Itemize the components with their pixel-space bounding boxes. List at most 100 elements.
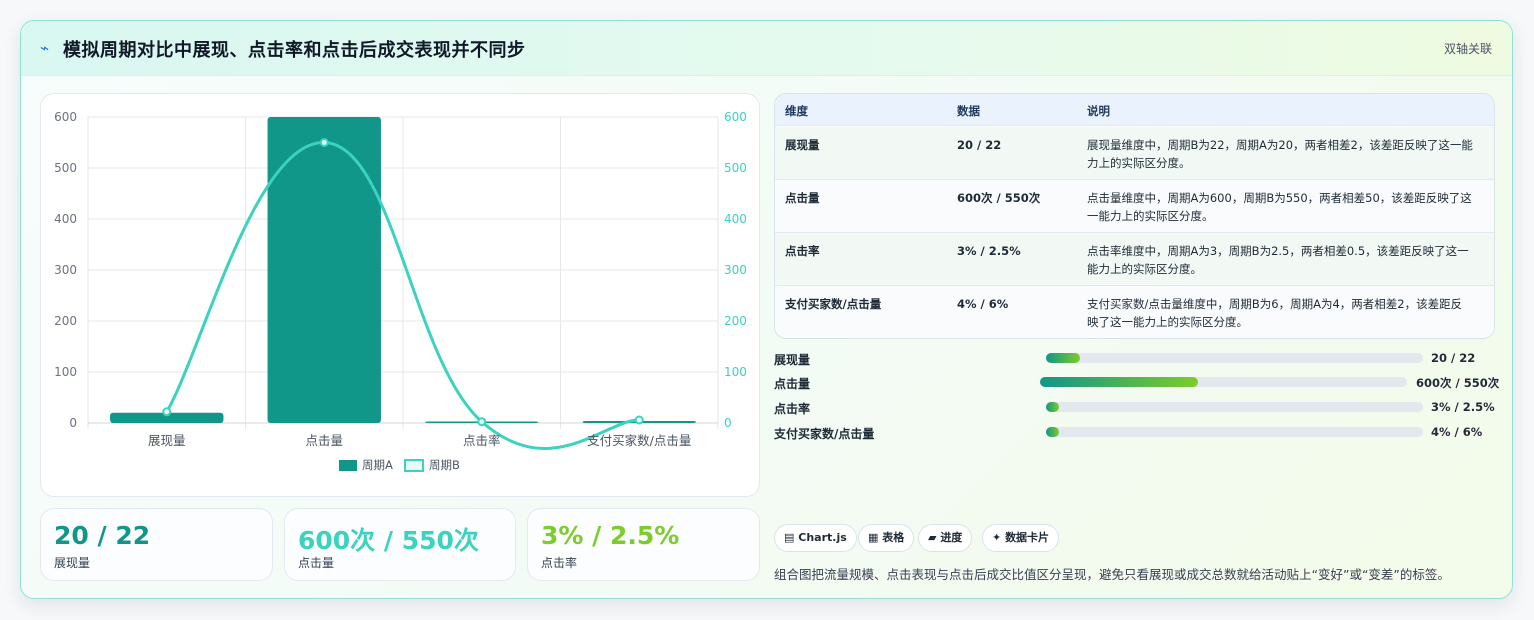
legend-swatch-a <box>339 460 357 471</box>
kpi-card: 600次 / 550次 点击量 <box>284 508 516 581</box>
progress-row: 点击量 600次 / 550次 <box>774 373 1504 393</box>
progress-row: 点击率 3% / 2.5% <box>774 398 1504 418</box>
y-left-tick-label: 100 <box>54 365 77 379</box>
chip-table[interactable]: ▦ 表格 <box>858 524 915 552</box>
y-left-tick-label: 200 <box>54 314 77 328</box>
table-cell-desc: 支付买家数/点击量维度中，周期B为6，周期A为4，两者相差2，该差距反 <box>1087 297 1463 311</box>
progress-track <box>1046 402 1423 412</box>
progress-fill <box>1046 427 1060 437</box>
progress-icon: ▰ <box>928 531 937 544</box>
chip-chartjs[interactable]: ▤ Chart.js <box>774 524 857 552</box>
kpi-card: 3% / 2.5% 点击率 <box>527 508 760 581</box>
progress-row: 支付买家数/点击量 4% / 6% <box>774 423 1504 443</box>
progress-value: 600次 / 550次 <box>1416 376 1500 390</box>
table-cell-data: 600次 / 550次 <box>957 191 1041 205</box>
bolt-icon: ⌁ <box>40 39 50 57</box>
x-tick-label: 展现量 <box>148 433 186 448</box>
table-cell-dimension: 展现量 <box>785 138 820 152</box>
y-left-tick-label: 300 <box>54 263 77 277</box>
kpi-value: 20 / 22 <box>54 521 151 550</box>
card-header: ⌁ 模拟周期对比中展现、点击率和点击后成交表现并不同步 双轴关联 <box>21 21 1512 76</box>
x-tick-label: 点击量 <box>305 433 343 448</box>
legend-label-b: 周期B <box>429 458 460 472</box>
table-icon: ▦ <box>868 531 879 544</box>
table-cell-data: 4% / 6% <box>957 297 1009 311</box>
progress-label: 点击率 <box>774 402 811 416</box>
table-row: 点击率 3% / 2.5% 点击率维度中，周期A为3，周期B为2.5，两者相差0… <box>775 233 1494 286</box>
progress-label: 点击量 <box>774 377 811 391</box>
point-series-b <box>162 407 172 417</box>
progress-track <box>1046 427 1423 437</box>
table-cell-desc: 展现量维度中，周期B为22，周期A为20，两者相差2，该差距反映了这一能 <box>1087 138 1473 152</box>
point-series-b <box>477 417 487 427</box>
chip-label: 进度 <box>940 531 963 544</box>
table-header-cell: 数据 <box>957 104 980 118</box>
y-right-tick-label: 200 <box>724 314 747 328</box>
progress-value: 20 / 22 <box>1431 351 1476 365</box>
data-table: 维度 数据 说明 展现量 20 / 22 展现量维度中，周期B为22，周期A为2… <box>774 93 1495 339</box>
point-series-b <box>634 415 644 425</box>
combo-chart: 0 0 100 100 200 200 300 300 400 400 500 500 600 600 展现… <box>40 93 760 497</box>
legend-swatch-b <box>404 459 424 472</box>
kpi-label: 点击率 <box>541 556 578 570</box>
table-cell-desc: 点击量维度中，周期A为600，周期B为550，两者相差50，该差距反映了这 <box>1087 191 1472 205</box>
kpi-label: 展现量 <box>54 556 91 570</box>
x-tick-label: 支付买家数/点击量 <box>587 433 691 448</box>
card-icon: ✦ <box>992 531 1002 544</box>
x-tick-label: 点击率 <box>463 433 501 448</box>
card-title: 模拟周期对比中展现、点击率和点击后成交表现并不同步 <box>63 40 526 61</box>
progress-fill <box>1040 377 1198 387</box>
table-cell-dimension: 点击率 <box>785 244 820 258</box>
table-cell-dimension: 点击量 <box>785 191 820 205</box>
progress-track <box>1040 377 1407 387</box>
table-cell-dimension: 支付买家数/点击量 <box>785 297 882 311</box>
kpi-value: 600次 / 550次 <box>298 526 479 555</box>
progress-list: 展现量 20 / 22 点击量 600次 / 550次 点击率 3% / 2.5… <box>774 349 1504 441</box>
kpi-value: 3% / 2.5% <box>541 521 680 550</box>
progress-fill <box>1046 353 1080 363</box>
table-row: 支付买家数/点击量 4% / 6% 支付买家数/点击量维度中，周期B为6，周期A… <box>775 286 1494 338</box>
bar-series-a <box>110 412 224 423</box>
progress-value: 4% / 6% <box>1431 425 1483 439</box>
bar-series-a <box>267 117 381 423</box>
y-left-tick-label: 400 <box>54 212 77 226</box>
table-cell-desc: 力上的实际区分度。 <box>1087 156 1191 170</box>
y-right-tick-label: 100 <box>724 365 747 379</box>
progress-label: 展现量 <box>774 353 811 367</box>
y-left-tick-label: 600 <box>54 110 77 124</box>
table-header-row: 维度 数据 说明 <box>775 94 1494 126</box>
line-series-b <box>165 140 640 450</box>
chart-icon: ▤ <box>784 531 795 544</box>
y-right-tick-label: 400 <box>724 212 747 226</box>
table-header-cell: 说明 <box>1087 104 1110 118</box>
table-cell-desc: 点击率维度中，周期A为3，周期B为2.5，两者相差0.5，该差距反映了这一 <box>1087 244 1469 258</box>
chip-progress[interactable]: ▰ 进度 <box>918 524 973 552</box>
chip-label: Chart.js <box>798 531 847 544</box>
y-right-tick-label: 300 <box>724 263 747 277</box>
card-subtitle: 双轴关联 <box>1443 42 1492 56</box>
table-cell-desc: 能力上的实际区分度。 <box>1087 262 1202 276</box>
table-cell-desc: 一能力上的实际区分度。 <box>1087 209 1214 223</box>
chip-data-card[interactable]: ✦ 数据卡片 <box>982 524 1060 552</box>
table-cell-data: 3% / 2.5% <box>957 244 1021 258</box>
chip-label: 数据卡片 <box>1005 531 1050 544</box>
table-header-cell: 维度 <box>785 104 808 118</box>
point-series-b <box>319 138 329 147</box>
chip-label: 表格 <box>882 531 905 544</box>
y-left-tick-label: 500 <box>54 161 77 175</box>
progress-track <box>1046 353 1423 363</box>
y-right-tick-label: 500 <box>724 161 747 175</box>
table-cell-data: 20 / 22 <box>957 138 1002 152</box>
footnote: 组合图把流量规模、点击表现与点击后成交比值区分呈现，避免只看展现或成交总数就给活… <box>774 567 1450 582</box>
legend-label-a: 周期A <box>362 458 393 472</box>
table-row: 展现量 20 / 22 展现量维度中，周期B为22，周期A为20，两者相差2，该… <box>775 127 1494 180</box>
table-cell-desc: 映了这一能力上的实际区分度。 <box>1087 315 1248 329</box>
y-right-tick-label: 600 <box>724 110 747 124</box>
progress-value: 3% / 2.5% <box>1431 400 1495 414</box>
kpi-label: 点击量 <box>298 556 335 570</box>
dashboard-card: ⌁ 模拟周期对比中展现、点击率和点击后成交表现并不同步 双轴关联 0 0 100 10… <box>20 20 1513 599</box>
progress-fill <box>1046 402 1060 412</box>
progress-row: 展现量 20 / 22 <box>774 349 1504 369</box>
y-left-tick-label: 0 <box>69 416 77 430</box>
y-right-tick-label: 0 <box>724 416 732 430</box>
